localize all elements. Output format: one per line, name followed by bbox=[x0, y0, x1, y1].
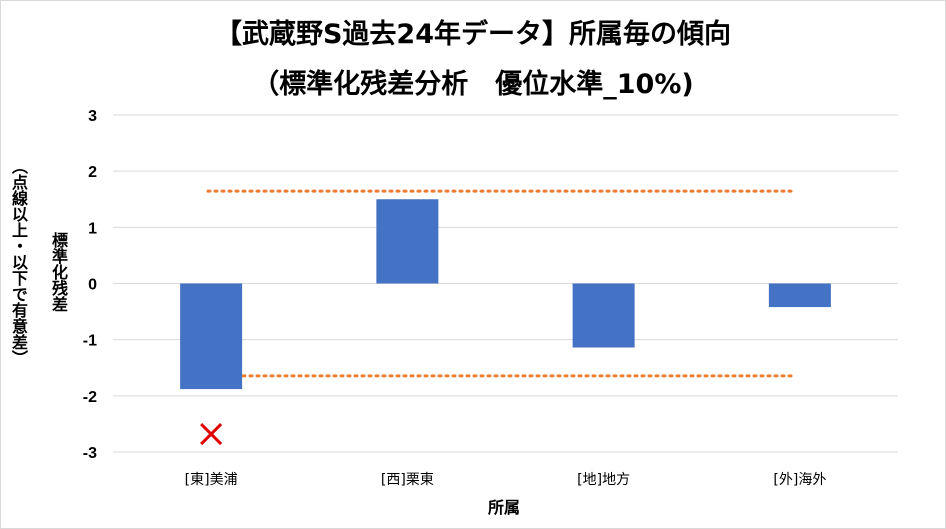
gridlines bbox=[113, 114, 898, 453]
chart-title: 【武蔵野S過去24年データ】所属毎の傾向 bbox=[214, 19, 732, 50]
x-axis-label: 所属 bbox=[488, 498, 520, 517]
bar bbox=[376, 199, 439, 284]
category-label: [西]栗東 bbox=[381, 472, 434, 488]
bar bbox=[572, 283, 635, 348]
x-marker-stroke bbox=[200, 422, 223, 446]
category-labels: [東]美浦 [西]栗東 [地]地方 [外]海外 bbox=[185, 472, 827, 488]
bar bbox=[180, 283, 243, 390]
y-tick-label: 1 bbox=[88, 220, 97, 237]
bars bbox=[180, 199, 831, 390]
y-tick-label: 0 bbox=[88, 277, 97, 294]
category-label: [地]地方 bbox=[577, 472, 630, 488]
y-tick-label: -1 bbox=[83, 333, 97, 350]
y-tick-label: 3 bbox=[88, 108, 97, 125]
y-tick-label: -2 bbox=[83, 389, 97, 406]
category-label: [外]海外 bbox=[773, 472, 826, 488]
chart-subtitle: （標準化残差分析 優位水準_10%) bbox=[252, 69, 694, 100]
category-label: [東]美浦 bbox=[185, 472, 238, 488]
y-tick-label: -3 bbox=[83, 445, 97, 462]
threshold-lines bbox=[206, 189, 798, 378]
markers bbox=[200, 422, 223, 446]
y-axis-label: 標準化残差 bbox=[49, 232, 68, 312]
bar bbox=[768, 283, 831, 308]
y-axis-label-note: （点線以上・以下で有意差） bbox=[9, 158, 28, 366]
y-tick-labels: 3 2 1 0 -1 -2 -3 bbox=[83, 108, 97, 462]
y-tick-label: 2 bbox=[88, 164, 97, 181]
